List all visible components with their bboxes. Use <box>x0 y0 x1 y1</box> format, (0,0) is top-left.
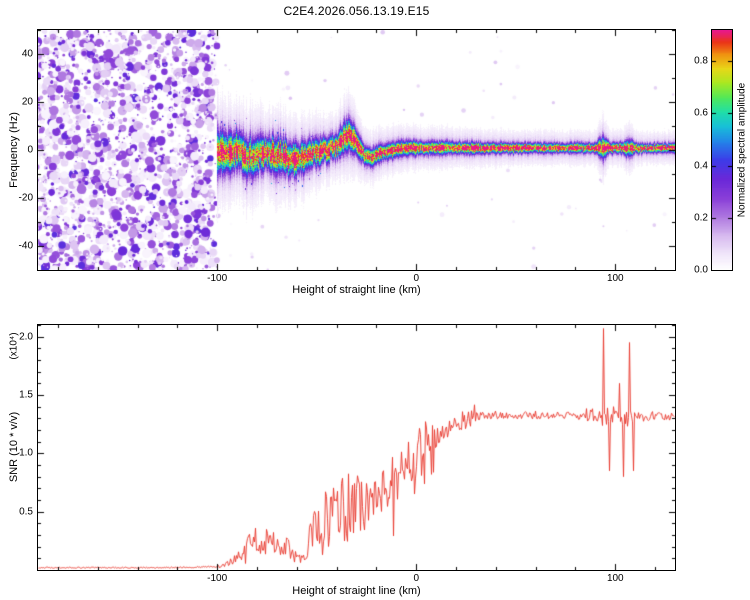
spectrogram-y-tick-label: 0 <box>27 144 33 156</box>
spectrogram-y-tick-label: 20 <box>21 96 33 108</box>
spectrogram-y-tick-label: -20 <box>18 192 33 204</box>
colorbar-tick-label: 0.2 <box>694 212 708 224</box>
spectrogram-x-tick-label: -100 <box>207 273 228 284</box>
colorbar-canvas <box>712 30 732 270</box>
spectrogram-y-tick-label: 40 <box>21 48 33 60</box>
snr-y-tick-label: 2.0 <box>19 331 33 343</box>
spectrogram-x-tick-label: 100 <box>606 273 624 284</box>
colorbar-tick-label: 0.6 <box>694 107 708 119</box>
colorbar-tick-label: 0.8 <box>694 55 708 67</box>
snr-x-axis-label: Height of straight line (km) <box>292 585 421 597</box>
spectrogram-canvas <box>38 30 675 270</box>
colorbar-tick-label: 0.0 <box>694 264 708 276</box>
snr-x-tick-label: -100 <box>207 573 228 584</box>
snr-y-tick-label: 1.0 <box>19 447 33 459</box>
snr-x-tick-label: 0 <box>413 573 419 584</box>
snr-y-tick-label: 1.5 <box>19 389 33 401</box>
spectrogram-x-axis-label: Height of straight line (km) <box>292 284 421 296</box>
colorbar-label: Normalized spectral amplitude <box>736 82 748 218</box>
snr-canvas <box>38 325 675 570</box>
colorbar <box>711 29 733 271</box>
spectrogram-x-tick-label: 0 <box>413 273 419 284</box>
spectrogram-plot <box>37 29 676 271</box>
colorbar-tick-label: 0.4 <box>694 160 708 172</box>
figure-title: C2E4.2026.056.13.19.E15 <box>283 4 430 18</box>
spectrogram-y-axis-label: Frequency (Hz) <box>8 112 20 188</box>
snr-x-tick-label: 100 <box>606 573 624 584</box>
snr-plot <box>37 324 676 571</box>
spectrogram-y-tick-label: -40 <box>18 240 33 252</box>
snr-y-tick-label: 0.5 <box>19 506 33 518</box>
snr-y-axis-scale-label: (x10⁴) <box>8 332 20 360</box>
